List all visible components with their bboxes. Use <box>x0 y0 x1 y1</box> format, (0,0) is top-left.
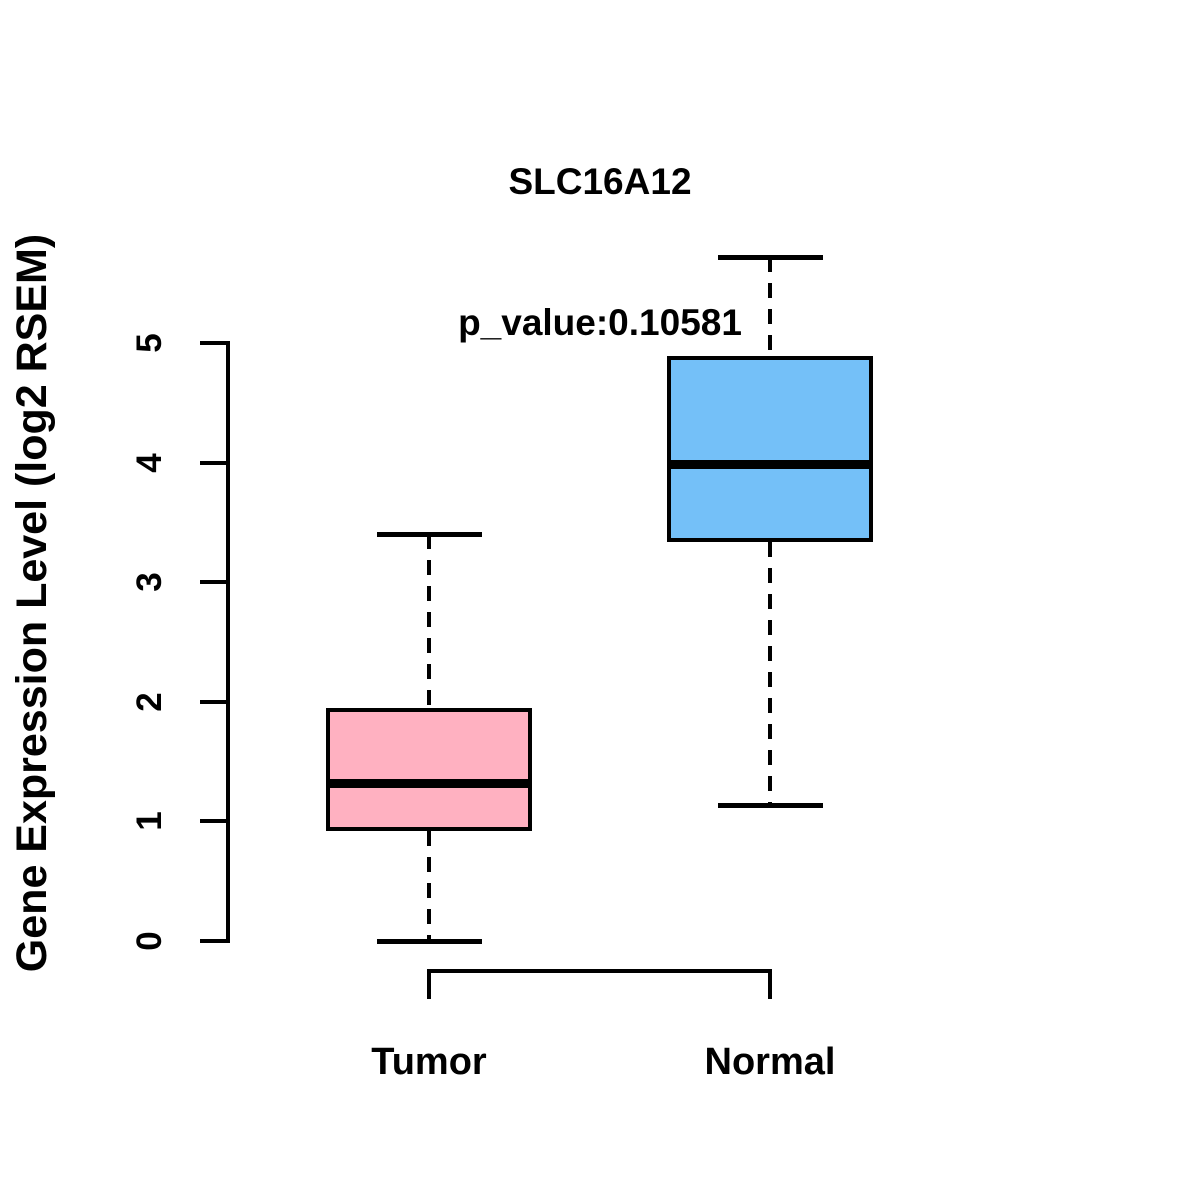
x-axis-category-label-normal: Normal <box>704 1041 836 1083</box>
median-line-tumor <box>326 778 532 788</box>
upper-whisker-normal <box>768 256 772 357</box>
upper-whisker-cap-normal <box>717 254 823 260</box>
box-normal <box>667 356 873 542</box>
median-line-normal <box>667 460 873 470</box>
y-axis-tick <box>200 699 226 704</box>
y-axis-tick-label: 1 <box>130 811 169 832</box>
y-axis-label: Gene Expression Level (log2 RSEM) <box>8 233 56 973</box>
y-axis-tick <box>200 580 226 585</box>
x-axis-end-tick-right <box>768 969 772 999</box>
chart-title: SLC16A12 <box>508 161 692 202</box>
x-axis-end-tick-left <box>427 969 431 999</box>
y-axis-line <box>226 341 230 943</box>
y-axis-tick-label: 5 <box>130 333 169 353</box>
lower-whisker-cap-normal <box>717 802 823 808</box>
lower-whisker-tumor <box>427 830 431 941</box>
box-tumor <box>326 707 532 831</box>
x-axis-line <box>427 969 772 973</box>
lower-whisker-cap-tumor <box>376 939 482 944</box>
y-axis-tick-label: 4 <box>130 452 169 473</box>
y-axis-tick-label: 3 <box>130 572 169 592</box>
y-axis-tick <box>200 819 226 824</box>
y-axis-tick <box>200 341 226 345</box>
upper-whisker-tumor <box>427 534 431 708</box>
y-axis-tick-label: 2 <box>130 692 169 712</box>
y-axis-tick <box>200 939 226 943</box>
x-axis-category-label-tumor: Tumor <box>371 1041 487 1083</box>
y-axis-tick-label: 0 <box>130 931 169 951</box>
chart-header: SLC16A12 p_value:0.10581 <box>0 64 1200 440</box>
lower-whisker-normal <box>768 541 772 805</box>
chart-subtitle: p_value:0.10581 <box>458 302 742 343</box>
y-axis-tick <box>200 460 226 465</box>
upper-whisker-cap-tumor <box>376 532 482 538</box>
